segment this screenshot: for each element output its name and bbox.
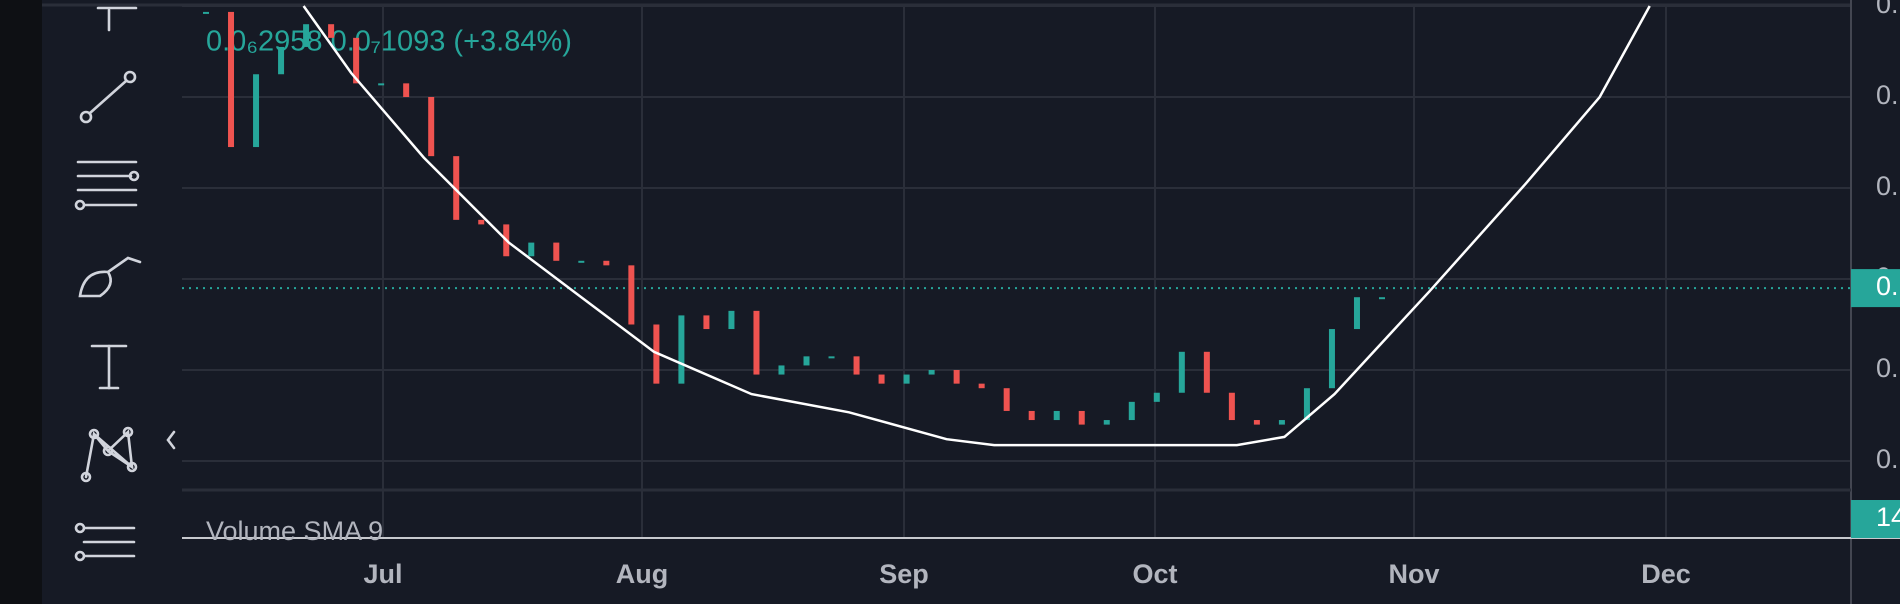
candle — [453, 156, 460, 220]
brush-tool[interactable] — [78, 256, 142, 298]
volume-value-box — [1851, 500, 1900, 538]
candle — [1379, 297, 1385, 300]
candle — [1078, 410, 1085, 425]
candle — [478, 219, 485, 225]
candle — [778, 365, 785, 375]
pattern-tool[interactable] — [80, 426, 138, 483]
candle — [878, 374, 885, 384]
candle — [803, 356, 810, 366]
month-label: Aug — [616, 559, 668, 589]
candle — [428, 97, 435, 157]
candle — [1328, 329, 1335, 389]
current-price-label: 0. — [1876, 271, 1899, 301]
candle — [353, 37, 360, 84]
candle — [603, 260, 610, 266]
legend-values: 0.0₆2958 0.0₇1093 (+3.84%) — [206, 26, 572, 58]
candle — [328, 24, 335, 38]
candle — [728, 310, 735, 330]
candle — [753, 310, 760, 375]
candle — [828, 356, 835, 359]
candle — [278, 46, 285, 75]
month-label: Jul — [363, 559, 402, 589]
price-label: 0. — [1876, 444, 1899, 474]
candle — [1003, 388, 1010, 411]
crosshair-tool[interactable] — [96, 6, 138, 32]
candle — [928, 370, 935, 375]
month-label: Sep — [879, 559, 929, 589]
candle — [1178, 351, 1185, 393]
candle — [1103, 420, 1110, 425]
month-label: Nov — [1388, 559, 1439, 589]
curve — [302, 5, 1651, 447]
collapse-toggle[interactable] — [166, 430, 176, 450]
candle — [1203, 351, 1210, 393]
candle — [203, 11, 209, 14]
candle — [1353, 297, 1360, 330]
candle — [1303, 388, 1310, 421]
price-label: 0. — [1876, 0, 1899, 19]
forecast-tool[interactable] — [74, 522, 136, 562]
candle — [703, 315, 710, 330]
candle — [978, 383, 985, 389]
candle — [553, 242, 560, 261]
candle — [628, 265, 635, 325]
month-label: Dec — [1641, 559, 1691, 589]
trendline-tool[interactable] — [79, 70, 137, 124]
text-tool[interactable] — [90, 344, 128, 390]
candle — [1278, 420, 1285, 425]
current-price-box — [1851, 269, 1900, 308]
candle — [903, 374, 910, 384]
month-label: Oct — [1132, 559, 1177, 589]
candle — [253, 74, 260, 148]
candle — [303, 24, 310, 47]
candle — [1028, 410, 1035, 421]
left-edge — [0, 0, 42, 604]
candle — [403, 83, 410, 97]
volume-value: 14 — [1876, 502, 1900, 532]
price-label: 0. — [1876, 171, 1899, 201]
candle — [1128, 401, 1135, 421]
candle — [1053, 410, 1060, 421]
candle — [953, 370, 960, 384]
price-label: 0. — [1876, 353, 1899, 383]
volume-label: Volume SMA 9 — [206, 516, 383, 546]
candle — [1228, 392, 1235, 421]
candle — [528, 242, 535, 257]
candle — [1153, 392, 1160, 402]
candle — [578, 260, 585, 263]
toolbar — [74, 6, 176, 562]
candle — [678, 315, 685, 384]
candle — [378, 83, 385, 86]
candle — [1253, 420, 1260, 425]
candle — [853, 356, 860, 375]
candle — [228, 11, 235, 148]
price-label: 0. — [1876, 80, 1899, 110]
fib-tool[interactable] — [74, 160, 140, 211]
